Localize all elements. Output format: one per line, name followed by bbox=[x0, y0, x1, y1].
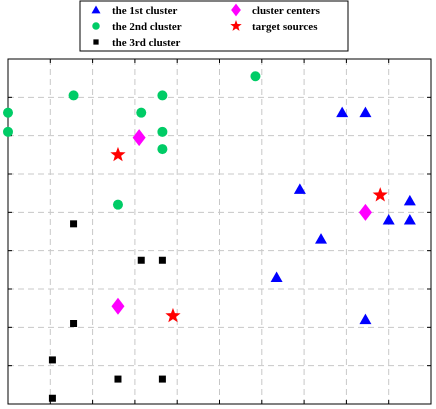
square-point bbox=[48, 394, 56, 402]
triangle-point bbox=[336, 106, 349, 118]
circle-point bbox=[112, 199, 123, 210]
triangle-point bbox=[270, 271, 283, 282]
series-triangle bbox=[270, 106, 416, 325]
circle-point bbox=[157, 144, 168, 155]
triangle-point bbox=[315, 233, 328, 244]
circle-point bbox=[157, 90, 168, 101]
diamond-point bbox=[132, 129, 146, 147]
square-point bbox=[70, 320, 78, 327]
legend-star-marker bbox=[230, 20, 242, 31]
circle-point bbox=[3, 107, 13, 118]
legend-label: the 3rd cluster bbox=[112, 37, 181, 49]
triangle-point bbox=[293, 183, 306, 194]
legend-label: the 2nd cluster bbox=[112, 21, 182, 33]
square-point bbox=[70, 220, 78, 228]
circle-point bbox=[136, 107, 147, 118]
circle-point bbox=[3, 126, 13, 137]
circle-point bbox=[157, 126, 168, 137]
circle-point bbox=[68, 90, 79, 101]
series-diamond bbox=[111, 129, 372, 315]
triangle-point bbox=[359, 313, 372, 325]
grid-lines bbox=[8, 59, 431, 404]
diamond-point bbox=[111, 297, 125, 315]
legend-diamond-marker bbox=[231, 3, 241, 17]
star-point bbox=[110, 146, 126, 162]
legend-box bbox=[79, 0, 349, 52]
triangle-point bbox=[403, 214, 416, 225]
data-points bbox=[3, 71, 416, 402]
square-point bbox=[137, 256, 145, 264]
star-point bbox=[165, 307, 181, 323]
legend-label: cluster centers bbox=[252, 5, 321, 17]
legend-label: target sources bbox=[252, 21, 318, 33]
series-star bbox=[110, 146, 388, 323]
legend: the 1st cluster the 2nd cluster the 3rd cl… bbox=[79, 0, 349, 52]
triangle-point bbox=[359, 106, 372, 118]
legend-circle-marker bbox=[92, 22, 100, 30]
square-point bbox=[114, 375, 122, 383]
square-point bbox=[158, 256, 166, 264]
series-circle bbox=[3, 71, 261, 210]
triangle-point bbox=[403, 194, 416, 206]
legend-square-marker bbox=[93, 39, 99, 45]
legend-label: the 1st cluster bbox=[112, 5, 177, 17]
axis-ticks bbox=[8, 59, 431, 404]
square-point bbox=[48, 356, 56, 364]
diamond-point bbox=[358, 203, 372, 221]
star-point bbox=[372, 187, 388, 202]
square-point bbox=[158, 375, 166, 383]
triangle-point bbox=[382, 214, 395, 225]
series-square bbox=[48, 220, 166, 402]
circle-point bbox=[250, 71, 261, 82]
legend-triangle-marker bbox=[91, 5, 101, 14]
